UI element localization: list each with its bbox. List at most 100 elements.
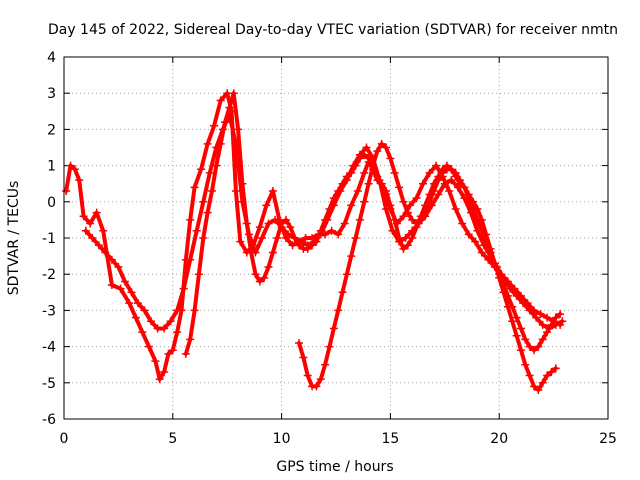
data-point xyxy=(329,324,338,333)
data-point xyxy=(464,194,473,203)
data-series xyxy=(62,89,567,395)
data-point xyxy=(403,208,412,217)
data-point xyxy=(377,139,386,148)
data-point xyxy=(255,223,264,232)
data-point xyxy=(525,306,534,315)
data-point xyxy=(551,364,560,373)
data-point xyxy=(303,244,312,253)
data-point xyxy=(179,284,188,293)
data-point xyxy=(408,215,417,224)
data-point xyxy=(133,299,142,308)
data-point xyxy=(325,342,334,351)
data-point xyxy=(373,172,382,181)
data-point xyxy=(281,215,290,224)
data-point xyxy=(490,259,499,268)
data-point xyxy=(556,310,565,319)
data-point xyxy=(508,317,517,326)
data-point xyxy=(342,270,351,279)
data-point xyxy=(390,215,399,224)
data-point xyxy=(516,346,525,355)
data-point xyxy=(477,226,486,235)
y-tick-label: -1 xyxy=(42,231,56,247)
data-point xyxy=(101,248,110,257)
data-point xyxy=(525,342,534,351)
data-point xyxy=(197,165,206,174)
data-point xyxy=(362,143,371,152)
data-point xyxy=(388,226,397,235)
data-point xyxy=(340,219,349,228)
data-point xyxy=(429,186,438,195)
data-point xyxy=(547,320,556,329)
y-tick-label: -2 xyxy=(42,267,56,283)
data-point xyxy=(355,215,364,224)
data-point xyxy=(364,154,373,163)
data-point xyxy=(273,234,282,242)
data-point xyxy=(190,306,199,315)
data-point xyxy=(347,201,356,210)
data-point xyxy=(312,237,321,246)
y-tick-label: 0 xyxy=(47,195,56,211)
data-point xyxy=(88,234,97,242)
data-point xyxy=(268,186,277,195)
data-point xyxy=(334,306,343,315)
data-point xyxy=(351,161,360,170)
data-point xyxy=(521,360,530,369)
series-track-d xyxy=(295,139,565,391)
data-point xyxy=(338,288,347,297)
data-point xyxy=(516,324,525,333)
x-tick-label: 15 xyxy=(381,431,399,447)
data-point xyxy=(425,168,434,177)
data-point xyxy=(125,299,134,308)
data-point xyxy=(216,96,225,105)
data-point xyxy=(368,161,377,170)
data-point xyxy=(229,89,238,98)
data-point xyxy=(399,197,408,206)
data-point xyxy=(412,194,421,203)
x-tick-label: 20 xyxy=(490,431,508,447)
data-point xyxy=(186,335,195,344)
data-point xyxy=(62,186,71,195)
y-tick-label: 4 xyxy=(47,50,56,66)
data-point xyxy=(525,371,534,380)
data-point xyxy=(199,234,208,242)
data-point xyxy=(434,190,443,199)
data-point xyxy=(173,328,182,337)
data-point xyxy=(173,306,182,315)
data-point xyxy=(295,338,304,347)
data-point xyxy=(386,201,395,210)
data-point xyxy=(238,179,247,188)
data-point xyxy=(382,143,391,152)
data-point xyxy=(534,386,543,395)
data-point xyxy=(203,208,212,217)
data-point xyxy=(532,313,541,322)
data-point xyxy=(251,270,260,279)
data-point xyxy=(386,154,395,163)
data-point xyxy=(258,234,267,242)
data-point xyxy=(160,324,169,333)
data-point xyxy=(451,205,460,214)
data-point xyxy=(120,277,129,286)
data-point xyxy=(538,378,547,387)
data-point xyxy=(140,306,149,315)
data-point xyxy=(116,284,125,293)
data-point xyxy=(286,223,295,232)
data-point xyxy=(203,139,212,148)
data-point xyxy=(538,320,547,329)
data-point xyxy=(181,349,190,358)
data-point xyxy=(395,234,404,242)
data-point xyxy=(277,219,286,228)
data-point xyxy=(499,281,508,290)
data-point xyxy=(255,277,264,286)
data-point xyxy=(92,208,101,217)
data-point xyxy=(212,161,221,170)
chart-title: Day 145 of 2022, Sidereal Day-to-day VTE… xyxy=(48,22,618,38)
data-point xyxy=(364,179,373,188)
data-point xyxy=(295,241,304,250)
data-point xyxy=(99,226,108,235)
data-point xyxy=(447,176,456,185)
data-point xyxy=(107,255,116,264)
data-point xyxy=(477,248,486,257)
data-point xyxy=(321,215,330,224)
data-point xyxy=(131,313,140,322)
